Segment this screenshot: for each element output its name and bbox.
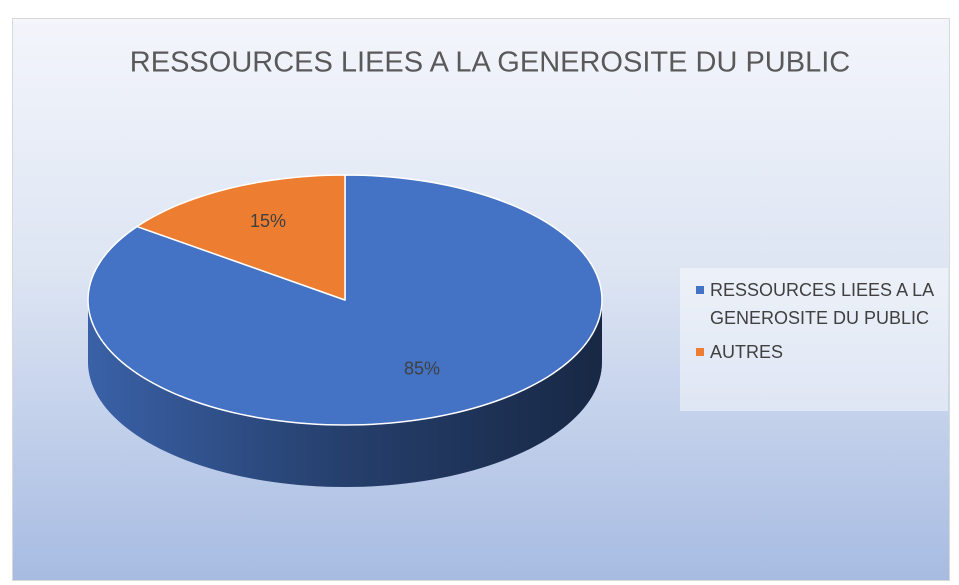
data-label: 85% [404,358,440,378]
legend-item: RESSOURCES LIEES A LA GENEROSITE DU PUBL… [696,276,942,332]
legend-item: AUTRES [696,338,942,366]
chart-title: RESSOURCES LIEES A LA GENEROSITE DU PUBL… [130,47,850,79]
legend-swatch [696,348,704,356]
data-label: 15% [250,211,286,231]
legend: RESSOURCES LIEES A LA GENEROSITE DU PUBL… [680,268,948,411]
legend-swatch [696,286,704,294]
legend-label: AUTRES [710,342,784,362]
legend-label: RESSOURCES LIEES A LA GENEROSITE DU PUBL… [710,280,934,328]
slice [136,174,346,301]
side-shade [88,300,602,487]
